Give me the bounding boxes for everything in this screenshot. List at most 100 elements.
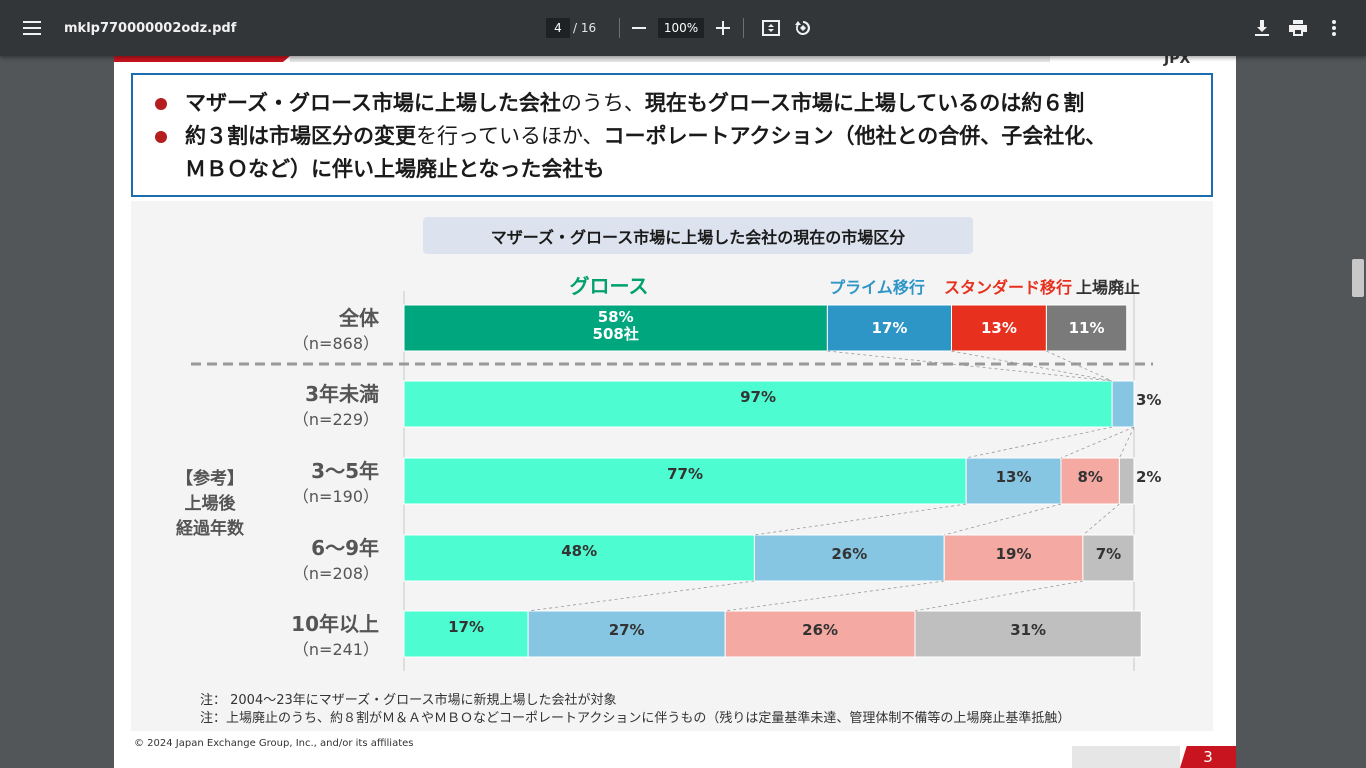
legend-label-3: 上場廃止 [1076, 278, 1140, 297]
connector-line [966, 426, 1113, 459]
scrollbar[interactable] [1352, 56, 1366, 768]
more-icon[interactable] [1319, 0, 1349, 56]
group-label: 【参考】 [176, 468, 244, 489]
zoom-level-input[interactable]: 100% [658, 18, 704, 38]
bar-segment [965, 457, 1062, 505]
bar-segment [527, 610, 726, 658]
connector-line [1046, 350, 1113, 382]
fit-page-icon[interactable] [756, 0, 786, 56]
connector-line [914, 580, 1083, 612]
bar-segment [1118, 457, 1135, 505]
bullet-text: 約３割は市場区分の変更を行っているほか、コーポレートアクション（他社との合併、子… [185, 120, 1106, 186]
header-accent-grey [290, 56, 1050, 62]
page-number: 3 [1180, 746, 1236, 768]
group-label: 上場後 [185, 493, 237, 514]
bullet-bold-text: コーポレートアクション（他社との合併、子会社化、 [603, 124, 1107, 148]
bar-value-label: 7% [1096, 545, 1121, 563]
bullet-bold-text: マザーズ・グロース市場に上場した会社 [185, 91, 561, 115]
bullet-text: マザーズ・グロース市場に上場した会社のうち、現在もグロース市場に上場しているのは… [185, 87, 1084, 120]
chart-title: マザーズ・グロース市場に上場した会社の現在の市場区分 [423, 217, 973, 254]
bar-value-label: 31% [1010, 621, 1046, 639]
page-total: / 16 [573, 21, 597, 35]
zoom-out-icon[interactable] [624, 0, 654, 56]
row-label: 3～5年 [311, 459, 379, 483]
bar-segment [914, 610, 1142, 658]
bar-segment [403, 457, 967, 505]
copyright: © 2024 Japan Exchange Group, Inc., and/o… [134, 738, 414, 749]
bar-value-label: 26% [802, 621, 838, 639]
bar-segment [1060, 457, 1120, 505]
rotate-icon[interactable] [788, 0, 818, 56]
page-number-bar [1072, 746, 1180, 768]
menu-icon[interactable] [14, 0, 50, 56]
bar-segment [1082, 534, 1135, 582]
pdf-page: JPX マザーズ・グロース市場に上場した会社のうち、現在もグロース市場に上場して… [114, 56, 1236, 768]
row-sample-size: （n=229） [293, 410, 379, 429]
row-sample-size: （n=241） [293, 640, 379, 659]
bullet-dot-icon [155, 98, 167, 110]
row-sample-size: （n=190） [293, 487, 379, 506]
header-accent-red [114, 56, 290, 62]
bullet-bold-text: ＭＢＯなど）に伴い上場廃止となった会社も [185, 157, 605, 181]
zoom-in-icon[interactable] [708, 0, 738, 56]
bar-segment [943, 534, 1084, 582]
footnote: 注： 2004～23年にマザーズ・グロース市場に新規上場した会社が対象 [200, 693, 617, 708]
row-sample-size: （n=208） [293, 564, 379, 583]
row-label: 10年以上 [291, 612, 379, 636]
page-number-input[interactable]: 4 [546, 18, 570, 38]
bar-value-label: 19% [996, 545, 1032, 563]
bar-segment [1045, 304, 1128, 352]
summary-bullet-1: マザーズ・グロース市場に上場した会社のうち、現在もグロース市場に上場しているのは… [155, 87, 1211, 120]
bar-segment [826, 304, 953, 352]
bar-value-label: 27% [609, 621, 645, 639]
connector-line [1060, 426, 1135, 459]
bullet-bold-text: 約３割は市場区分の変更 [185, 124, 416, 148]
summary-box: マザーズ・グロース市場に上場した会社のうち、現在もグロース市場に上場しているのは… [131, 73, 1213, 197]
bar-value-label: 13% [981, 319, 1017, 337]
bar-value-label: 26% [831, 545, 867, 563]
connector-line [725, 580, 945, 612]
connector-line [951, 350, 1113, 382]
connector-line [528, 580, 755, 612]
bar-value-label: 17% [448, 618, 484, 636]
document-title: mklp770000002odz.pdf [64, 20, 237, 36]
bar-value-label: 3% [1136, 391, 1161, 409]
bullet-dot-icon [155, 131, 167, 143]
row-label: 3年未満 [305, 382, 379, 406]
bar-value-label: 48% [561, 542, 597, 560]
legend-label-1: プライム移行 [829, 278, 925, 297]
connector-line [754, 503, 967, 536]
connector-line [827, 350, 1113, 382]
bar-segment [403, 304, 828, 352]
bar-segment [1111, 380, 1135, 428]
footnotes: 注： 2004～23年にマザーズ・グロース市場に新規上場した会社が対象 注：上場… [200, 692, 1070, 728]
stacked-bar-chart: グロース プライム移行 スタンダード移行 上場廃止 58%508社 17% 13% 11% 全体… [176, 274, 1161, 671]
bar-value-label: 8% [1077, 468, 1102, 486]
connector-line [1119, 426, 1135, 459]
connector-line [1082, 503, 1120, 536]
bullet-bold-text: 現在もグロース市場に上場しているのは約６割 [644, 91, 1085, 115]
pdf-toolbar: mklp770000002odz.pdf 4 / 16 100% [0, 0, 1366, 56]
bar-value-label: 508社 [593, 325, 639, 343]
bar-value-label: 77% [667, 465, 703, 483]
bar-segment [724, 610, 916, 658]
row-label: 6～9年 [311, 536, 379, 560]
scrollbar-thumb[interactable] [1352, 259, 1364, 297]
bar-value-label: 58% [598, 308, 634, 326]
row-label: 全体 [338, 306, 380, 330]
bar-value-label: 11% [1069, 319, 1105, 337]
bar-value-label: 2% [1136, 468, 1161, 486]
download-icon[interactable] [1247, 0, 1277, 56]
bar-value-label: 13% [996, 468, 1032, 486]
toolbar-divider [619, 18, 620, 38]
toolbar-divider [743, 18, 744, 38]
summary-bullet-2: 約３割は市場区分の変更を行っているほか、コーポレートアクション（他社との合併、子… [155, 120, 1211, 186]
bar-segment [403, 534, 755, 582]
bar-segment [403, 610, 529, 658]
bullet-normal-text: のうち、 [560, 91, 645, 115]
print-icon[interactable] [1283, 0, 1313, 56]
footnote: 注：上場廃止のうち、約８割がＭ＆ＡやＭＢＯなどコーポレートアクションに伴うもの（… [200, 711, 1071, 726]
bullet-normal-text: を行っているほか、 [416, 124, 604, 148]
connector-line [944, 503, 1062, 536]
jpx-logo: JPX [1164, 56, 1191, 67]
